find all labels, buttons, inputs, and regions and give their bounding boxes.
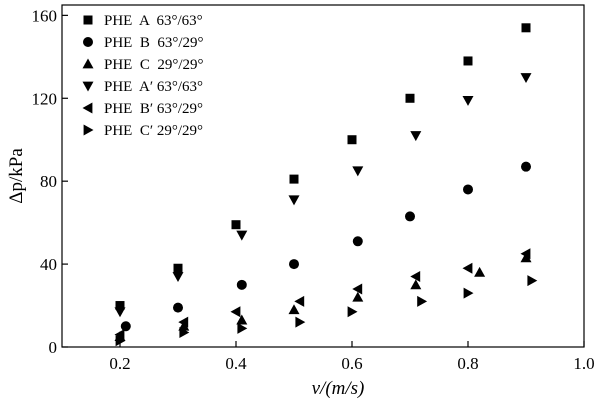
data-point bbox=[289, 259, 299, 270]
legend-item: PHE A′ 63°/63° bbox=[82, 79, 203, 95]
data-point bbox=[521, 161, 531, 172]
legend-marker bbox=[83, 37, 93, 47]
data-point bbox=[474, 266, 486, 277]
legend-item: PHE C 29°/29° bbox=[82, 57, 204, 73]
data-point bbox=[352, 291, 364, 302]
x-tick-label: 1.0 bbox=[573, 354, 594, 373]
legend-label: PHE A′ 63°/63° bbox=[104, 79, 203, 95]
data-point bbox=[462, 95, 474, 106]
x-tick-label: 0.8 bbox=[457, 354, 478, 373]
legend-label: PHE C′ 29°/29° bbox=[104, 123, 203, 139]
data-point bbox=[463, 184, 473, 195]
legend-marker bbox=[83, 15, 93, 25]
data-point bbox=[172, 272, 184, 283]
data-point bbox=[410, 131, 422, 142]
y-tick-label: 120 bbox=[32, 89, 58, 108]
data-point bbox=[231, 220, 241, 230]
x-axis-ticks: 0.2 0.4 0.6 0.8 1.0 bbox=[109, 341, 595, 373]
plot-frame bbox=[61, 4, 585, 348]
data-point bbox=[289, 174, 299, 184]
data-point bbox=[236, 279, 247, 290]
legend-item: PHE A 63°/63° bbox=[83, 13, 203, 29]
x-tick-label: 0.2 bbox=[109, 354, 130, 373]
data-point bbox=[352, 236, 363, 247]
data-point bbox=[521, 23, 531, 33]
data-point bbox=[294, 295, 305, 307]
y-tick-label: 160 bbox=[32, 6, 58, 25]
data-point bbox=[352, 166, 364, 177]
x-axis-label: v/(m/s) bbox=[312, 378, 365, 399]
legend-marker bbox=[82, 58, 94, 69]
data-point bbox=[288, 195, 300, 206]
data-point bbox=[173, 263, 183, 273]
data-point bbox=[352, 283, 363, 295]
data-point bbox=[114, 307, 126, 318]
y-axis-ticks: 0 40 80 120 160 bbox=[32, 6, 68, 357]
data-point bbox=[115, 301, 125, 311]
data-point bbox=[347, 306, 358, 318]
data-point bbox=[178, 316, 189, 328]
legend-item: PHE C′ 29°/29° bbox=[83, 123, 203, 139]
data-point bbox=[295, 316, 306, 328]
data-point bbox=[520, 252, 532, 263]
data-point bbox=[405, 211, 415, 222]
data-point bbox=[527, 275, 538, 287]
legend-marker bbox=[82, 102, 93, 114]
series-5 bbox=[114, 248, 531, 341]
x-tick-label: 0.4 bbox=[225, 354, 247, 373]
data-point bbox=[173, 302, 183, 313]
data-point bbox=[120, 321, 131, 332]
legend-label: PHE A 63°/63° bbox=[104, 13, 203, 29]
y-axis-label: Δp/kPa bbox=[6, 148, 27, 204]
y-tick-label: 40 bbox=[40, 255, 57, 274]
data-point bbox=[347, 135, 357, 145]
data-point bbox=[410, 279, 422, 290]
data-point bbox=[237, 322, 248, 334]
data-series bbox=[114, 23, 538, 347]
data-point bbox=[114, 329, 125, 341]
series-6 bbox=[115, 275, 538, 347]
data-point bbox=[410, 271, 421, 283]
data-point bbox=[115, 335, 126, 347]
legend-label: PHE C 29°/29° bbox=[104, 57, 204, 73]
data-point bbox=[236, 230, 248, 241]
legend-label: PHE B 63°/29° bbox=[104, 35, 204, 51]
data-point bbox=[417, 295, 428, 307]
legend-item: PHE B′ 63°/29° bbox=[82, 101, 203, 117]
legend-marker bbox=[83, 124, 94, 136]
data-point bbox=[230, 306, 241, 318]
data-point bbox=[520, 248, 531, 260]
data-point bbox=[288, 304, 300, 315]
data-point bbox=[462, 262, 473, 274]
data-point bbox=[463, 287, 474, 299]
legend-item: PHE B 63°/29° bbox=[83, 35, 204, 51]
data-point bbox=[520, 73, 532, 84]
y-tick-label: 0 bbox=[49, 338, 58, 357]
data-point bbox=[236, 314, 248, 325]
legend-marker bbox=[82, 81, 94, 92]
y-tick-label: 80 bbox=[40, 172, 57, 191]
data-point bbox=[405, 93, 415, 103]
series-1 bbox=[115, 23, 531, 311]
data-point bbox=[463, 56, 473, 66]
x-tick-label: 0.6 bbox=[341, 354, 362, 373]
data-point bbox=[179, 326, 190, 338]
legend: PHE A 63°/63° PHE B 63°/29° PHE C 29°/29° P… bbox=[82, 13, 204, 139]
series-4 bbox=[114, 73, 532, 318]
series-2 bbox=[120, 161, 531, 332]
legend-label: PHE B′ 63°/29° bbox=[104, 101, 203, 117]
